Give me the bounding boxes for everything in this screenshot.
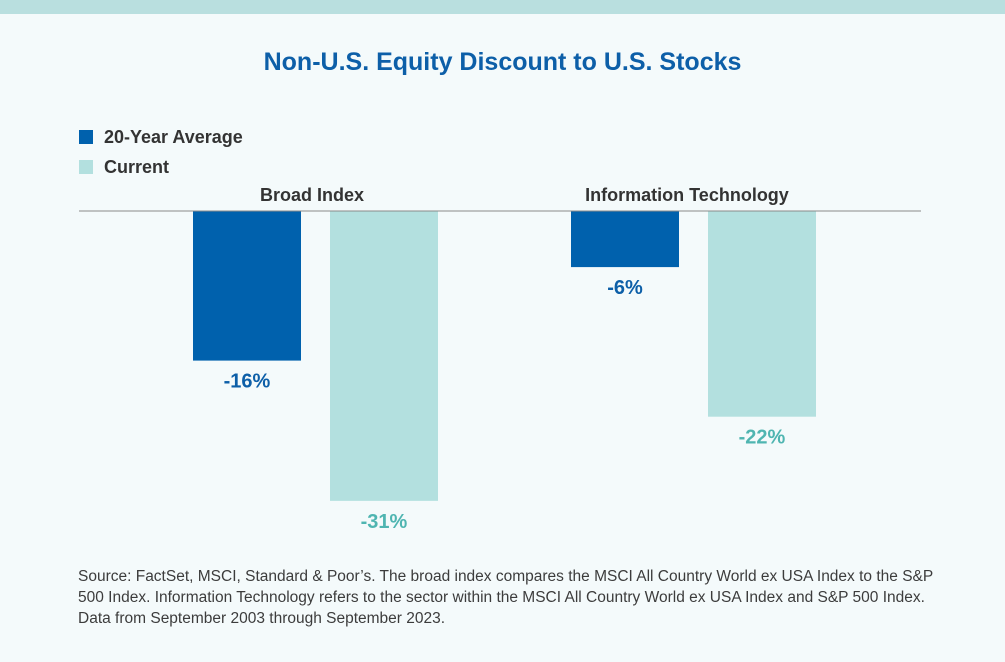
chart-title: Non-U.S. Equity Discount to U.S. Stocks <box>263 48 742 76</box>
bar-current-information-technology <box>708 211 816 417</box>
data-label-20-year-average-information-technology: -6% <box>607 277 643 299</box>
legend-item-20-year-average: 20-Year Average <box>79 126 243 148</box>
legend-item-current: Current <box>79 156 169 178</box>
category-label-broad-index: Broad Index <box>260 185 364 205</box>
legend-label-current: Current <box>104 156 170 177</box>
data-label-current-broad-index: -31% <box>361 511 408 533</box>
bar-chart: Broad Index Information Technology -16% -6%… <box>79 185 921 533</box>
legend-label-20-year-average: 20-Year Average <box>104 126 243 147</box>
legend-swatch-20-year-average <box>79 130 93 144</box>
bar-20-year-average-information-technology <box>571 211 679 268</box>
legend-swatch-current <box>79 160 93 174</box>
top-accent-band <box>0 0 1005 14</box>
data-label-current-information-technology: -22% <box>739 427 786 449</box>
category-label-information-technology: Information Technology <box>585 185 789 205</box>
data-label-20-year-average-broad-index: -16% <box>224 371 271 393</box>
bar-current-broad-index <box>330 211 438 501</box>
bar-20-year-average-broad-index <box>193 211 301 361</box>
source-note: Source: FactSet, MSCI, Standard & Poor’s… <box>78 568 933 627</box>
